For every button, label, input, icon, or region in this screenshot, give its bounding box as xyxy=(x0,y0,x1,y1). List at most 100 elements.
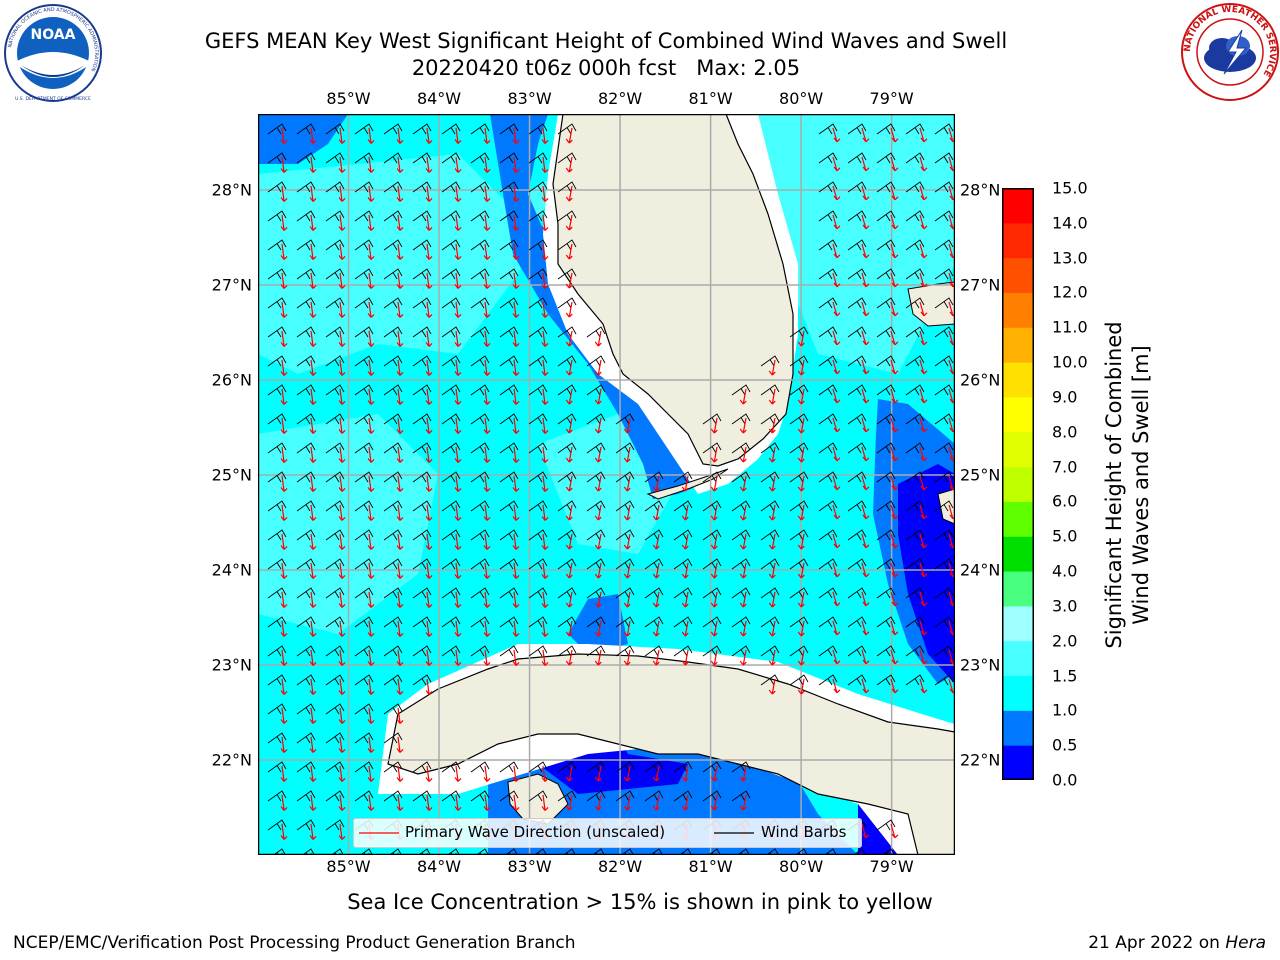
wind-barb xyxy=(383,152,403,164)
wind-barb xyxy=(470,529,490,541)
wave-arrow xyxy=(681,765,689,782)
wind-barb xyxy=(934,587,954,599)
wind-barb xyxy=(615,790,635,802)
wave-arrow xyxy=(594,794,602,811)
wave-arrow xyxy=(797,649,805,666)
wind-barb xyxy=(267,239,287,251)
wind-barb xyxy=(528,297,548,309)
colorbar-tick-label: 2.0 xyxy=(1052,631,1078,651)
colorbar-segment xyxy=(1002,501,1034,537)
lon-tick-top: 80°W xyxy=(779,89,824,108)
wind-barb xyxy=(702,500,722,512)
wave-arrow xyxy=(739,620,747,637)
wind-barb xyxy=(325,674,345,686)
wave-arrow xyxy=(309,562,317,579)
wave-arrow xyxy=(367,417,375,434)
wind-barb xyxy=(383,761,403,773)
wind-barb xyxy=(296,645,316,657)
wave-arrow xyxy=(396,301,404,318)
wind-barb xyxy=(644,616,664,628)
wave-arrow xyxy=(512,620,520,637)
isla-juventud-land xyxy=(507,773,569,825)
wind-barb xyxy=(905,442,925,454)
wave-arrow xyxy=(280,794,288,811)
wave-arrow xyxy=(541,475,549,492)
colorbar-tick-label: 6.0 xyxy=(1052,491,1078,511)
wave-arrow xyxy=(396,620,404,637)
wind-barb xyxy=(557,587,577,599)
wave-arrow xyxy=(425,562,433,579)
wave-arrow xyxy=(367,272,375,289)
wave-arrow xyxy=(681,504,689,521)
wind-barb xyxy=(876,558,896,570)
wave-arrow xyxy=(861,156,870,172)
wave-arrow xyxy=(396,533,404,550)
wave-arrow xyxy=(652,533,660,550)
wave-arrow xyxy=(861,330,870,346)
wave-arrow xyxy=(454,388,462,405)
wind-barb xyxy=(325,587,345,599)
wave-arrow xyxy=(338,649,346,666)
wind-barb xyxy=(586,558,606,570)
wave-arrow xyxy=(768,504,776,521)
wind-barb xyxy=(325,732,345,744)
wave-arrow xyxy=(623,446,631,463)
wind-barb xyxy=(673,558,693,570)
wave-arrow xyxy=(483,243,491,260)
wind-barb xyxy=(905,268,925,280)
wave-arrow xyxy=(594,388,602,405)
wave-arrow xyxy=(280,127,288,144)
wave-arrow xyxy=(425,272,433,289)
wave-arrow xyxy=(425,475,433,492)
wind-barb xyxy=(620,848,634,855)
wind-barb xyxy=(789,674,809,686)
wind-barb xyxy=(354,790,374,802)
wave-arrow xyxy=(832,156,841,172)
wave-arrow xyxy=(594,591,602,608)
wind-barb xyxy=(383,239,403,251)
wave-arrow xyxy=(309,214,317,231)
wave-arrow xyxy=(425,678,433,695)
colorbar-segment xyxy=(1002,257,1034,293)
wind-barb xyxy=(383,442,403,454)
wind-barb xyxy=(296,210,316,222)
wind-barb xyxy=(441,616,461,628)
wind-barb xyxy=(876,616,896,628)
wave-arrow xyxy=(541,533,549,550)
wave-arrow xyxy=(919,475,928,491)
wave-arrow xyxy=(425,765,433,782)
wave-arrow xyxy=(861,620,870,636)
wind-barb xyxy=(649,848,663,855)
wind-barb xyxy=(818,297,838,309)
wind-barb xyxy=(267,471,287,483)
colorbar-tick-label: 3.0 xyxy=(1052,596,1078,616)
wind-barb xyxy=(354,268,374,280)
wave-arrow xyxy=(309,127,317,144)
wind-barb xyxy=(441,471,461,483)
wind-barb xyxy=(876,210,896,222)
wave-arrow xyxy=(797,417,805,434)
wave-arrow xyxy=(565,330,573,347)
wind-barb xyxy=(876,326,896,338)
wave-arrow xyxy=(861,446,870,462)
wind-barb xyxy=(528,123,548,135)
wind-barb xyxy=(528,442,548,454)
wind-barb xyxy=(760,558,780,570)
wind-barb xyxy=(673,790,693,802)
wind-barb xyxy=(557,239,577,251)
wave-arrow xyxy=(396,417,404,434)
wind-barb xyxy=(557,152,577,164)
wave-arrow xyxy=(652,504,660,521)
wave-arrow xyxy=(739,417,747,434)
wind-barb xyxy=(359,848,373,855)
wind-barb xyxy=(325,819,345,831)
wind-barb xyxy=(354,210,374,222)
wave-arrow xyxy=(512,359,520,376)
wave-arrow xyxy=(890,649,899,665)
wind-barb xyxy=(354,297,374,309)
wave-band-1-5-patch xyxy=(258,154,558,374)
wind-barb xyxy=(760,413,780,425)
wind-barb xyxy=(383,645,403,657)
wave-arrow xyxy=(768,533,776,550)
colorbar-segment xyxy=(1002,536,1034,572)
